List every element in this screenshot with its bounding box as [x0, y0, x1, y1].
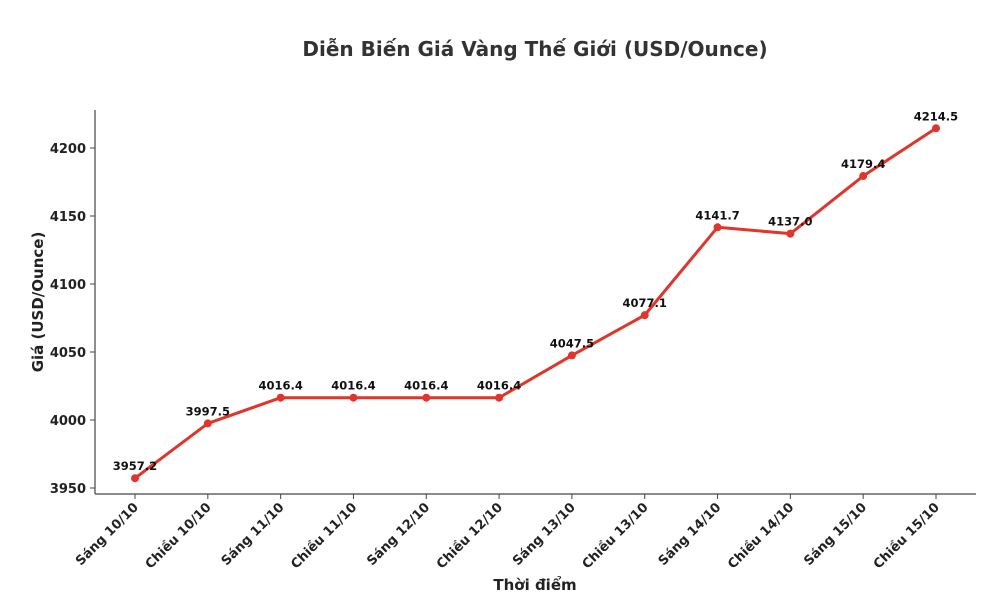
x-tick-label: Sáng 10/10	[73, 500, 142, 569]
data-point-marker	[349, 393, 358, 402]
x-tick-label: Sáng 12/10	[364, 500, 433, 569]
data-label: 4016.4	[331, 379, 375, 393]
data-label: 4047.5	[550, 336, 594, 350]
x-tick-label: Chiều 14/10	[725, 500, 797, 572]
x-tick-label: Sáng 15/10	[801, 500, 870, 569]
x-tick-label: Sáng 11/10	[219, 500, 288, 569]
data-label: 3957.2	[113, 459, 157, 473]
x-ticks: Sáng 10/10 Chiều 10/10 Sáng 11/10 Chiều 11/…	[73, 494, 943, 572]
x-tick-label: Chiều 13/10	[580, 500, 652, 572]
y-tick-label: 4050	[50, 346, 86, 361]
x-tick-label: Sáng 13/10	[510, 500, 579, 569]
data-label: 4141.7	[695, 208, 739, 222]
x-axis-label: Thời điểm	[493, 575, 576, 594]
data-point-marker	[495, 393, 504, 402]
data-point-marker	[786, 229, 795, 238]
y-tick-label: 3950	[50, 482, 86, 497]
data-point-marker	[713, 223, 722, 232]
data-label: 4214.5	[914, 109, 958, 123]
data-point-marker	[203, 419, 212, 428]
data-point-marker	[131, 474, 139, 483]
x-tick-label: Chiều 15/10	[871, 500, 943, 572]
data-point-marker	[567, 351, 576, 360]
data-label: 4179.4	[841, 157, 885, 171]
data-point-marker	[640, 311, 649, 320]
series-line	[131, 124, 940, 483]
x-tick-label: Chiều 12/10	[434, 500, 506, 572]
data-point-marker	[276, 393, 285, 402]
x-tick-label: Chiều 11/10	[288, 500, 360, 572]
data-label: 4137.0	[768, 215, 812, 229]
series-polyline	[134, 127, 937, 480]
y-tick-label: 4150	[50, 210, 86, 225]
x-tick-label: Sáng 14/10	[656, 500, 725, 569]
chart-title: Diễn Biến Giá Vàng Thế Giới (USD/Ounce)	[302, 37, 767, 61]
data-point-marker	[859, 172, 868, 181]
y-tick-label: 4100	[50, 278, 86, 293]
y-ticks: 3950 4000 4050 4100 4150 4200	[50, 142, 95, 497]
x-tick-label: Chiều 10/10	[143, 500, 215, 572]
data-label: 4016.4	[258, 379, 302, 393]
data-label: 4016.4	[404, 379, 448, 393]
data-point-marker	[422, 393, 431, 402]
axes	[94, 110, 976, 495]
y-tick-label: 4200	[50, 142, 86, 157]
data-point-marker	[932, 124, 940, 133]
y-axis-label: Giá (USD/Ounce)	[29, 232, 47, 373]
data-label: 4016.4	[477, 379, 521, 393]
data-label: 3997.5	[186, 404, 230, 418]
data-labels: 3957.2 3997.5 4016.4 4016.4 4016.4 4016.4 4047…	[113, 109, 958, 473]
y-tick-label: 4000	[50, 414, 86, 429]
data-label: 4077.1	[623, 296, 667, 310]
